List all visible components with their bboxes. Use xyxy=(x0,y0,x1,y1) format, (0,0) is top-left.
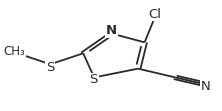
Text: S: S xyxy=(89,73,98,86)
Text: S: S xyxy=(46,60,54,73)
Text: N: N xyxy=(201,80,210,93)
Text: Cl: Cl xyxy=(148,8,161,21)
Text: N: N xyxy=(106,24,117,37)
Text: CH₃: CH₃ xyxy=(3,45,25,58)
